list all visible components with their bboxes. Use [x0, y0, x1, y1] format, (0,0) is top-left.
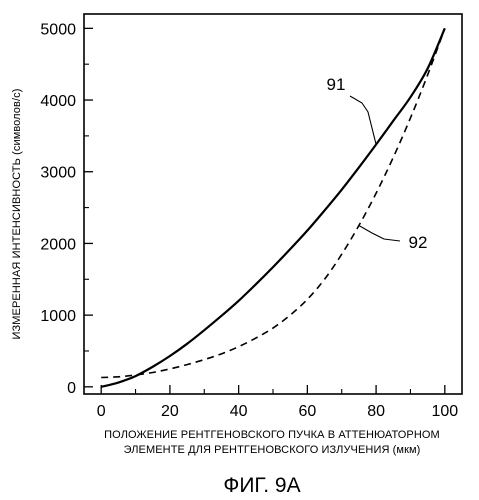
x-tick-label: 40: [230, 403, 248, 420]
callout-label-91: 91: [327, 75, 346, 94]
x-axis-label-line-1: ПОЛОЖЕНИЕ РЕНТГЕНОВСКОГО ПУЧКА В АТТЕНЮА…: [104, 429, 440, 441]
y-tick-label: 4000: [40, 93, 76, 110]
y-tick-label: 3000: [40, 165, 76, 182]
y-axis-label: ИЗМЕРЕННАЯ ИНТЕНСИВНОСТЬ (символов/с): [11, 89, 23, 340]
y-tick-label: 5000: [40, 21, 76, 38]
x-tick-label: 80: [367, 403, 385, 420]
callout-leader-91: [350, 96, 376, 145]
x-tick-label: 0: [97, 403, 106, 420]
x-tick-label: 100: [431, 403, 458, 420]
x-tick-label: 20: [161, 403, 179, 420]
y-tick-label: 1000: [40, 308, 76, 325]
series-line-92: [101, 28, 445, 377]
plot-box: [84, 14, 462, 394]
curve-labels: 91 92: [327, 75, 428, 252]
callout-leader-92: [359, 226, 400, 242]
series-line-91: [101, 28, 445, 386]
x-tick-label: 60: [298, 403, 316, 420]
tick-labels: 0 1000 2000 3000 4000 5000 0 20 40 60 80 100: [40, 21, 458, 420]
ticks: [84, 28, 445, 394]
x-axis-label-line-2: ЭЛЕМЕНТЕ ДЛЯ РЕНТГЕНОВСКОГО ИЗЛУЧЕНИЯ (м…: [124, 444, 421, 456]
series-layer: [101, 28, 445, 386]
plot-frame: [84, 14, 462, 394]
y-tick-label: 2000: [40, 236, 76, 253]
callout-label-92: 92: [409, 233, 428, 252]
figure-caption: ФИГ. 9А: [223, 474, 300, 497]
y-tick-label: 0: [67, 380, 76, 397]
